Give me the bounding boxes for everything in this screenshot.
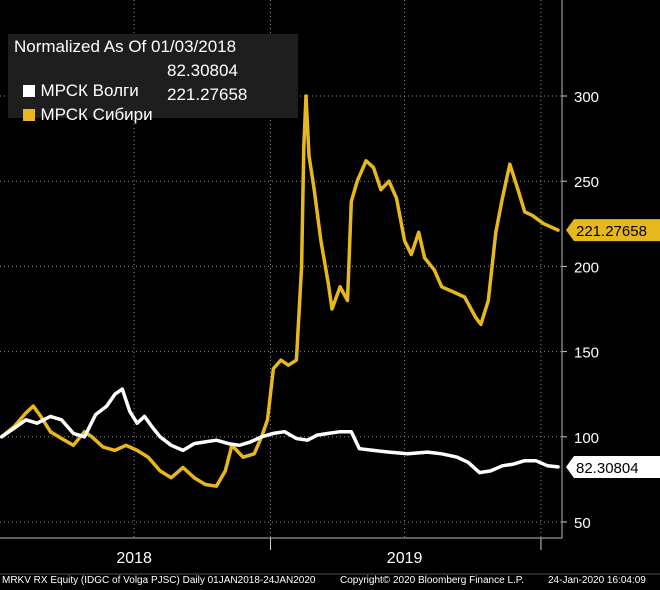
- legend-swatch: [23, 85, 36, 97]
- last-value-tags: 82.30804 221.27658: [566, 219, 660, 478]
- footer-ticker: MRKV RX Equity (IDGC of Volga PJSC) Dail…: [2, 575, 316, 586]
- series-line-sibiri: [0, 94, 560, 488]
- x-tick-label: 2018: [116, 550, 152, 567]
- last-value-label: 221.27658: [576, 223, 647, 240]
- series-line-volgi: [0, 387, 560, 475]
- y-tick-label: 100: [574, 430, 599, 447]
- y-tick-label: 300: [574, 89, 599, 106]
- footer-copyright: Copyright© 2020 Bloomberg Finance L.P.: [340, 575, 524, 586]
- legend-value: 82.30804: [167, 61, 238, 80]
- y-tick-label: 150: [574, 345, 599, 362]
- legend-label: МРСК Волги: [40, 81, 139, 100]
- y-tick-label: 50: [574, 515, 591, 532]
- legend-title: Normalized As Of 01/03/2018: [14, 37, 237, 56]
- legend-item-volgi: МРСК Волги 82.30804: [14, 61, 238, 101]
- legend-value: 221.27658: [167, 85, 248, 104]
- footer-timestamp: 24-Jan-2020 16:04:09: [548, 575, 646, 586]
- series-lines: [0, 94, 560, 488]
- y-tick-label: 250: [574, 174, 599, 191]
- legend-box: [8, 34, 298, 118]
- last-value-label: 82.30804: [576, 460, 639, 477]
- legend-item-sibiri: МРСК Сибири 221.27658: [14, 85, 247, 125]
- legend-label: МРСК Сибири: [40, 105, 153, 124]
- last-value-tag: [566, 219, 660, 242]
- legend-swatch: [23, 109, 36, 121]
- x-tick-label: 2019: [387, 550, 423, 567]
- axes: 50 100 150 200 250 300 2018 2019: [0, 0, 660, 575]
- last-value-tag: [566, 455, 660, 478]
- y-tick-label: 200: [574, 259, 599, 276]
